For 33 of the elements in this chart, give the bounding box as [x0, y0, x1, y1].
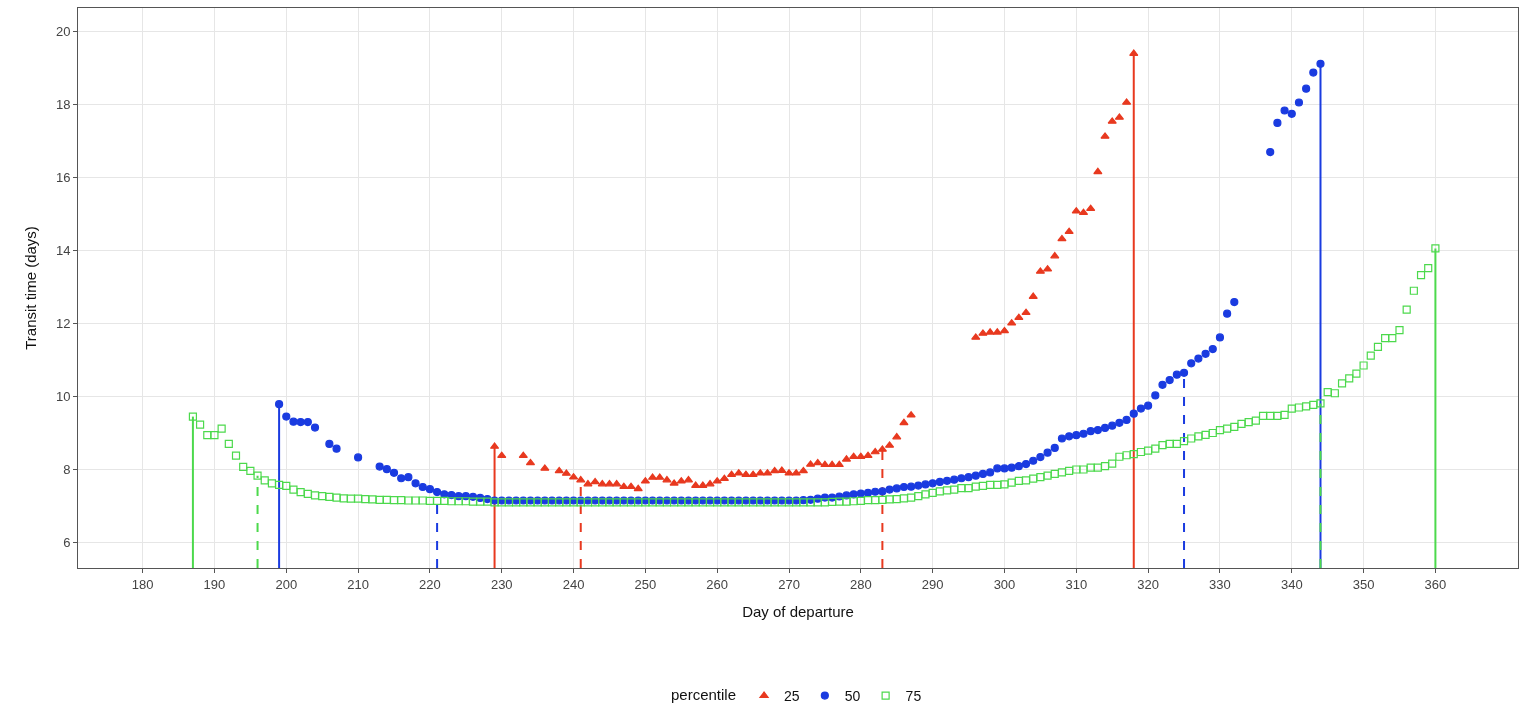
y-tick-label: 12: [55, 316, 71, 332]
x-tick-label: 290: [921, 576, 944, 592]
x-tick-label: 220: [419, 576, 441, 592]
x-tick-label: 200: [275, 576, 298, 592]
x-tick-label: 280: [849, 576, 872, 592]
legend-title: percentile: [671, 685, 737, 703]
x-tick-label: 180: [131, 576, 154, 592]
y-tick-label: 6: [63, 535, 71, 551]
y-tick-label: 20: [55, 24, 71, 40]
y-axis-title: Transit time (days): [22, 226, 40, 350]
x-tick-label: 330: [1209, 576, 1231, 592]
x-tick-label: 250: [634, 576, 657, 592]
x-tick-label: 270: [778, 576, 800, 592]
x-tick-label: 210: [347, 576, 369, 592]
x-tick-label: 230: [490, 576, 513, 592]
y-tick-label: 18: [55, 97, 71, 113]
x-tick-label: 190: [203, 576, 226, 592]
x-tick-label: 300: [993, 576, 1016, 592]
y-tick-label: 16: [55, 170, 71, 186]
x-tick-label: 350: [1352, 576, 1375, 592]
y-tick-label: 14: [55, 243, 71, 259]
legend-label: 50: [844, 688, 861, 705]
x-tick-label: 310: [1065, 576, 1088, 592]
y-tick-label: 10: [55, 389, 71, 405]
legend-label: 75: [905, 688, 922, 705]
x-tick-label: 260: [706, 576, 729, 592]
x-axis-title: Day of departure: [742, 602, 854, 620]
x-tick-label: 340: [1280, 576, 1303, 592]
x-tick-label: 360: [1424, 576, 1447, 592]
x-tick-label: 320: [1137, 576, 1159, 592]
y-tick-label: 8: [63, 462, 71, 478]
legend-label: 25: [784, 688, 800, 705]
x-tick-label: 240: [562, 576, 585, 592]
